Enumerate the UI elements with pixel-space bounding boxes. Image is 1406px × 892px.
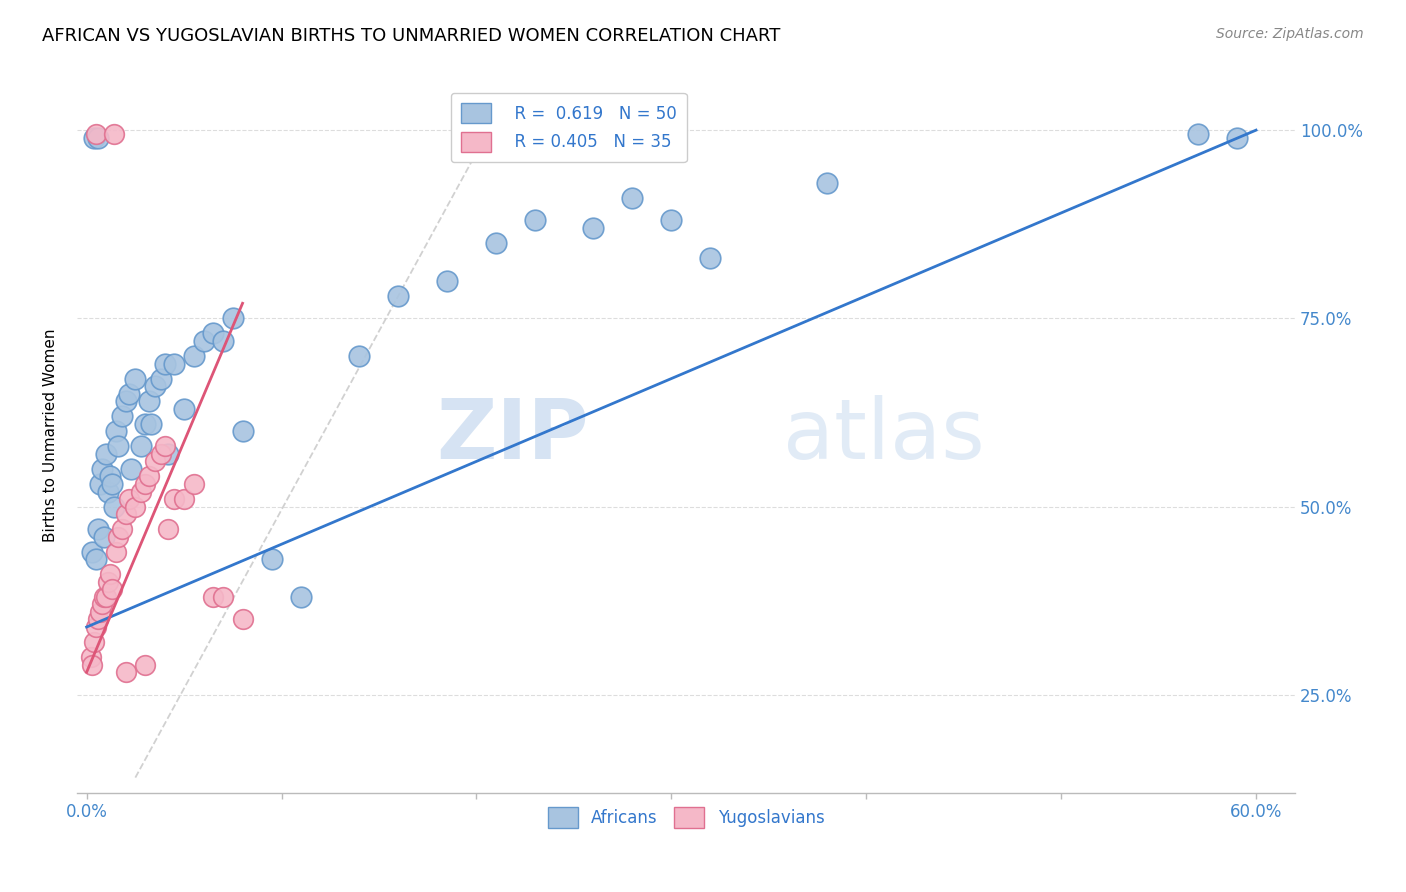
Point	[157, 447, 180, 461]
Point	[149, 447, 172, 461]
Text: atlas: atlas	[783, 394, 986, 475]
Point	[202, 590, 225, 604]
Point	[107, 530, 129, 544]
Point	[124, 500, 146, 514]
Point	[387, 289, 409, 303]
Point	[134, 477, 156, 491]
Point	[94, 590, 117, 604]
Text: AFRICAN VS YUGOSLAVIAN BIRTHS TO UNMARRIED WOMEN CORRELATION CHART: AFRICAN VS YUGOSLAVIAN BIRTHS TO UNMARRI…	[42, 27, 780, 45]
Point	[815, 176, 838, 190]
Point	[349, 349, 371, 363]
Point	[523, 213, 546, 227]
Point	[82, 545, 104, 559]
Point	[120, 462, 142, 476]
Point	[143, 454, 166, 468]
Point	[86, 552, 108, 566]
Point	[89, 477, 111, 491]
Point	[582, 221, 605, 235]
Point	[193, 334, 215, 348]
Point	[93, 530, 115, 544]
Point	[138, 469, 160, 483]
Point	[139, 417, 162, 431]
Y-axis label: Births to Unmarried Women: Births to Unmarried Women	[44, 328, 58, 541]
Text: ZIP: ZIP	[436, 394, 589, 475]
Point	[232, 613, 254, 627]
Point	[138, 394, 160, 409]
Point	[104, 545, 127, 559]
Point	[118, 491, 141, 506]
Point	[134, 417, 156, 431]
Point	[91, 462, 114, 476]
Point	[98, 469, 121, 483]
Point	[129, 439, 152, 453]
Point	[82, 657, 104, 672]
Point	[107, 439, 129, 453]
Point	[212, 590, 235, 604]
Point	[124, 371, 146, 385]
Point	[153, 439, 176, 453]
Point	[621, 191, 644, 205]
Point	[83, 635, 105, 649]
Point	[103, 127, 125, 141]
Point	[699, 251, 721, 265]
Point	[1225, 130, 1247, 145]
Point	[86, 620, 108, 634]
Point	[183, 477, 205, 491]
Legend: Africans, Yugoslavians: Africans, Yugoslavians	[541, 801, 831, 834]
Point	[183, 349, 205, 363]
Point	[87, 522, 110, 536]
Point	[173, 491, 195, 506]
Point	[83, 130, 105, 145]
Point	[659, 213, 682, 227]
Point	[97, 484, 120, 499]
Point	[114, 394, 136, 409]
Point	[129, 484, 152, 499]
Point	[163, 491, 186, 506]
Point	[222, 311, 245, 326]
Point	[101, 582, 124, 597]
Point	[101, 477, 124, 491]
Point	[93, 590, 115, 604]
Point	[118, 386, 141, 401]
Point	[87, 613, 110, 627]
Point	[143, 379, 166, 393]
Point	[260, 552, 283, 566]
Point	[114, 507, 136, 521]
Point	[111, 409, 134, 424]
Point	[94, 447, 117, 461]
Text: Source: ZipAtlas.com: Source: ZipAtlas.com	[1216, 27, 1364, 41]
Point	[232, 425, 254, 439]
Point	[104, 425, 127, 439]
Point	[79, 650, 101, 665]
Point	[97, 574, 120, 589]
Point	[87, 130, 110, 145]
Point	[103, 500, 125, 514]
Point	[163, 357, 186, 371]
Point	[86, 127, 108, 141]
Point	[485, 235, 508, 250]
Point	[153, 357, 176, 371]
Point	[111, 522, 134, 536]
Point	[157, 522, 180, 536]
Point	[149, 371, 172, 385]
Point	[290, 590, 312, 604]
Point	[1187, 127, 1209, 141]
Point	[134, 657, 156, 672]
Point	[202, 326, 225, 341]
Point	[173, 401, 195, 416]
Point	[436, 274, 458, 288]
Point	[91, 598, 114, 612]
Point	[89, 605, 111, 619]
Point	[98, 567, 121, 582]
Point	[114, 665, 136, 680]
Point	[212, 334, 235, 348]
